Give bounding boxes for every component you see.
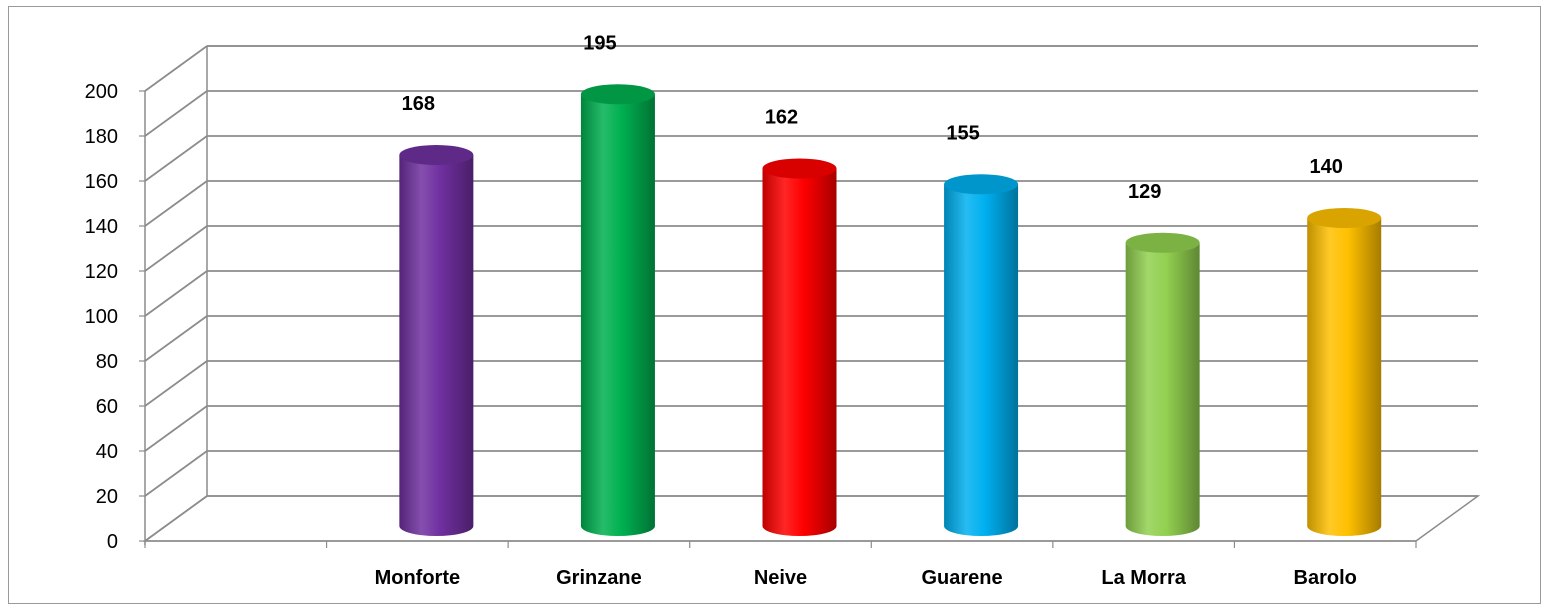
side-gridline — [144, 225, 208, 272]
x-tick-label: Guarene — [921, 567, 1002, 589]
data-label: 162 — [765, 107, 798, 129]
bar — [580, 84, 655, 536]
y-tick-label: 140 — [85, 216, 118, 238]
y-tick-label: 180 — [85, 126, 118, 148]
bar-body — [762, 168, 837, 536]
data-label: 140 — [1310, 156, 1343, 178]
side-gridline — [144, 135, 208, 182]
y-tick-label: 0 — [107, 531, 118, 553]
bar-body — [1125, 242, 1200, 536]
side-gridline — [144, 450, 208, 497]
side-gridline — [144, 360, 208, 407]
bar-top — [762, 158, 837, 179]
x-tick-label: La Morra — [1101, 567, 1186, 589]
y-tick-label: 120 — [85, 261, 118, 283]
y-tick-label: 160 — [85, 171, 118, 193]
labels: 0 20 40 60 80 100 120 140 160 180 200 168 Monforte 19… — [85, 32, 1357, 589]
bar-body — [944, 184, 1019, 536]
side-gridline — [144, 315, 208, 362]
bar-top — [399, 145, 474, 165]
bar — [1307, 208, 1382, 536]
y-tick-label: 200 — [85, 81, 118, 103]
axes — [139, 90, 1417, 548]
side-gridline — [144, 270, 208, 317]
bar — [762, 158, 837, 536]
y-tick-label: 40 — [96, 441, 118, 463]
bar-body — [1307, 218, 1382, 536]
bar-body — [580, 94, 655, 536]
data-label: 155 — [946, 122, 979, 144]
side-gridline — [144, 405, 208, 452]
bar — [1125, 232, 1200, 536]
bar-top — [1307, 208, 1382, 228]
y-tick-label: 20 — [96, 486, 118, 508]
bar-top — [580, 84, 655, 105]
bars — [399, 84, 1382, 536]
bar-top — [944, 174, 1019, 195]
y-tick-label: 80 — [96, 351, 118, 373]
x-tick-label: Neive — [754, 567, 807, 589]
side-gridline — [144, 180, 208, 227]
y-tick-label: 100 — [85, 306, 118, 328]
side-gridline — [144, 90, 208, 137]
data-label: 129 — [1128, 181, 1161, 203]
data-label: 195 — [583, 32, 616, 54]
side-gridline — [144, 45, 208, 92]
x-tick-label: Grinzane — [556, 567, 642, 589]
bar — [399, 145, 474, 536]
bar-top — [1125, 232, 1200, 253]
data-label: 168 — [402, 93, 435, 115]
bar-body — [399, 155, 474, 536]
x-tick-label: Barolo — [1294, 567, 1357, 589]
side-gridline — [144, 495, 208, 542]
bar — [944, 174, 1019, 536]
x-tick-label: Monforte — [375, 567, 461, 589]
y-tick-label: 60 — [96, 396, 118, 418]
